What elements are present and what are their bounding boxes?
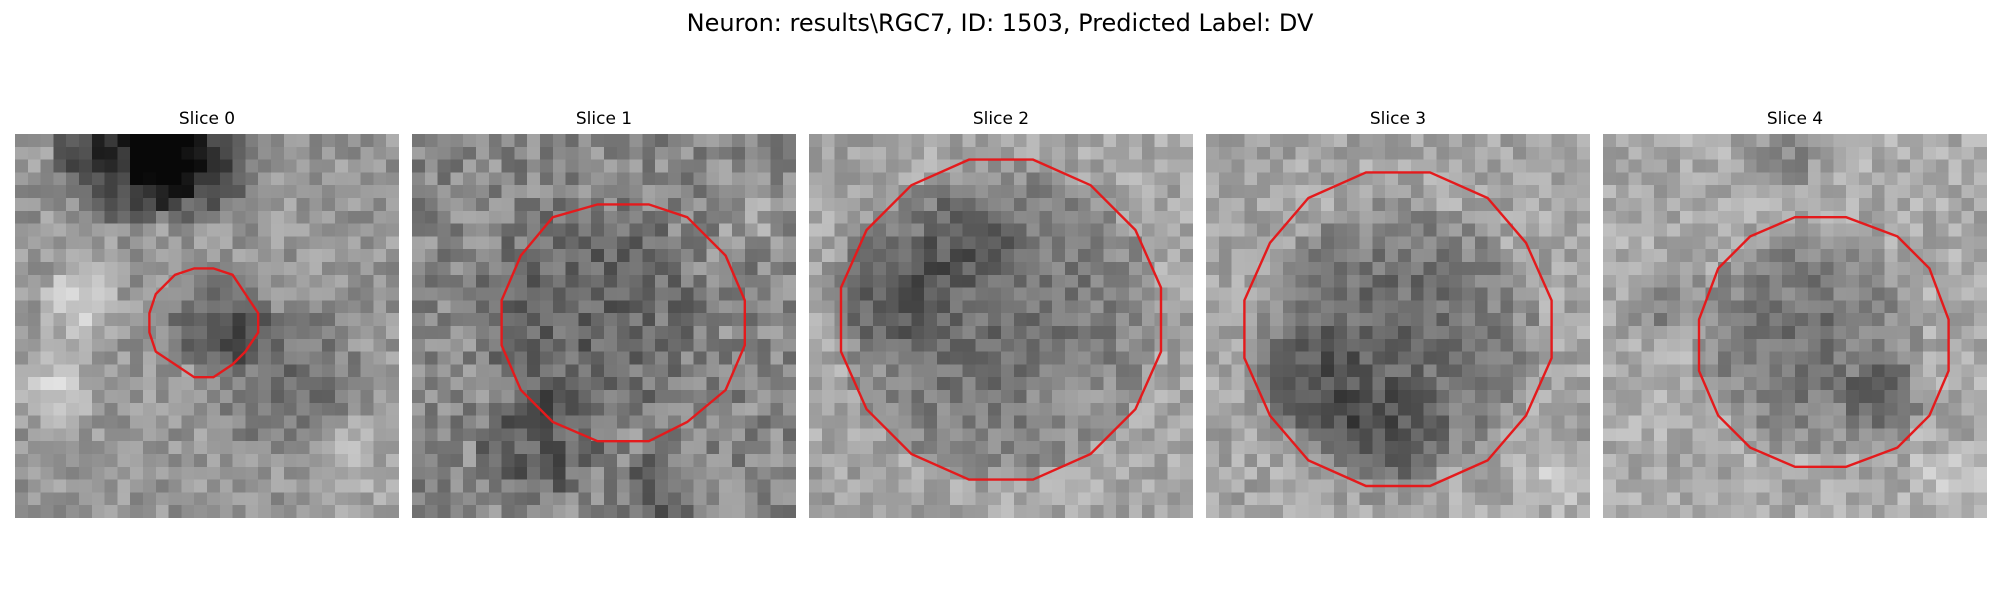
- slice-panel-3: Slice 3: [1206, 108, 1590, 518]
- slice-title: Slice 4: [1766, 109, 1824, 129]
- slice-panel-1: Slice 1: [412, 108, 796, 518]
- slice-panel-4: Slice 4: [1603, 108, 1987, 518]
- slice-title: Slice 1: [575, 109, 633, 129]
- roi-contour: [1697, 215, 1950, 468]
- slice-image-3: [1206, 134, 1590, 518]
- slice-image-4: [1603, 134, 1987, 518]
- roi-contour: [148, 267, 260, 379]
- slice-image-0: [15, 134, 399, 518]
- slice-panel-0: Slice 0: [15, 108, 399, 518]
- slice-title: Slice 2: [972, 109, 1030, 129]
- slice-image-2: [809, 134, 1193, 518]
- roi-contour: [500, 203, 746, 443]
- slice-image-1: [412, 134, 796, 518]
- slice-title: Slice 3: [1369, 109, 1427, 129]
- slice-panel-2: Slice 2: [809, 108, 1193, 518]
- slice-title: Slice 0: [178, 109, 236, 129]
- roi-contour: [1243, 171, 1553, 488]
- figure-title: Neuron: results\RGC7, ID: 1503, Predicte…: [686, 9, 1314, 37]
- roi-contour: [839, 158, 1163, 481]
